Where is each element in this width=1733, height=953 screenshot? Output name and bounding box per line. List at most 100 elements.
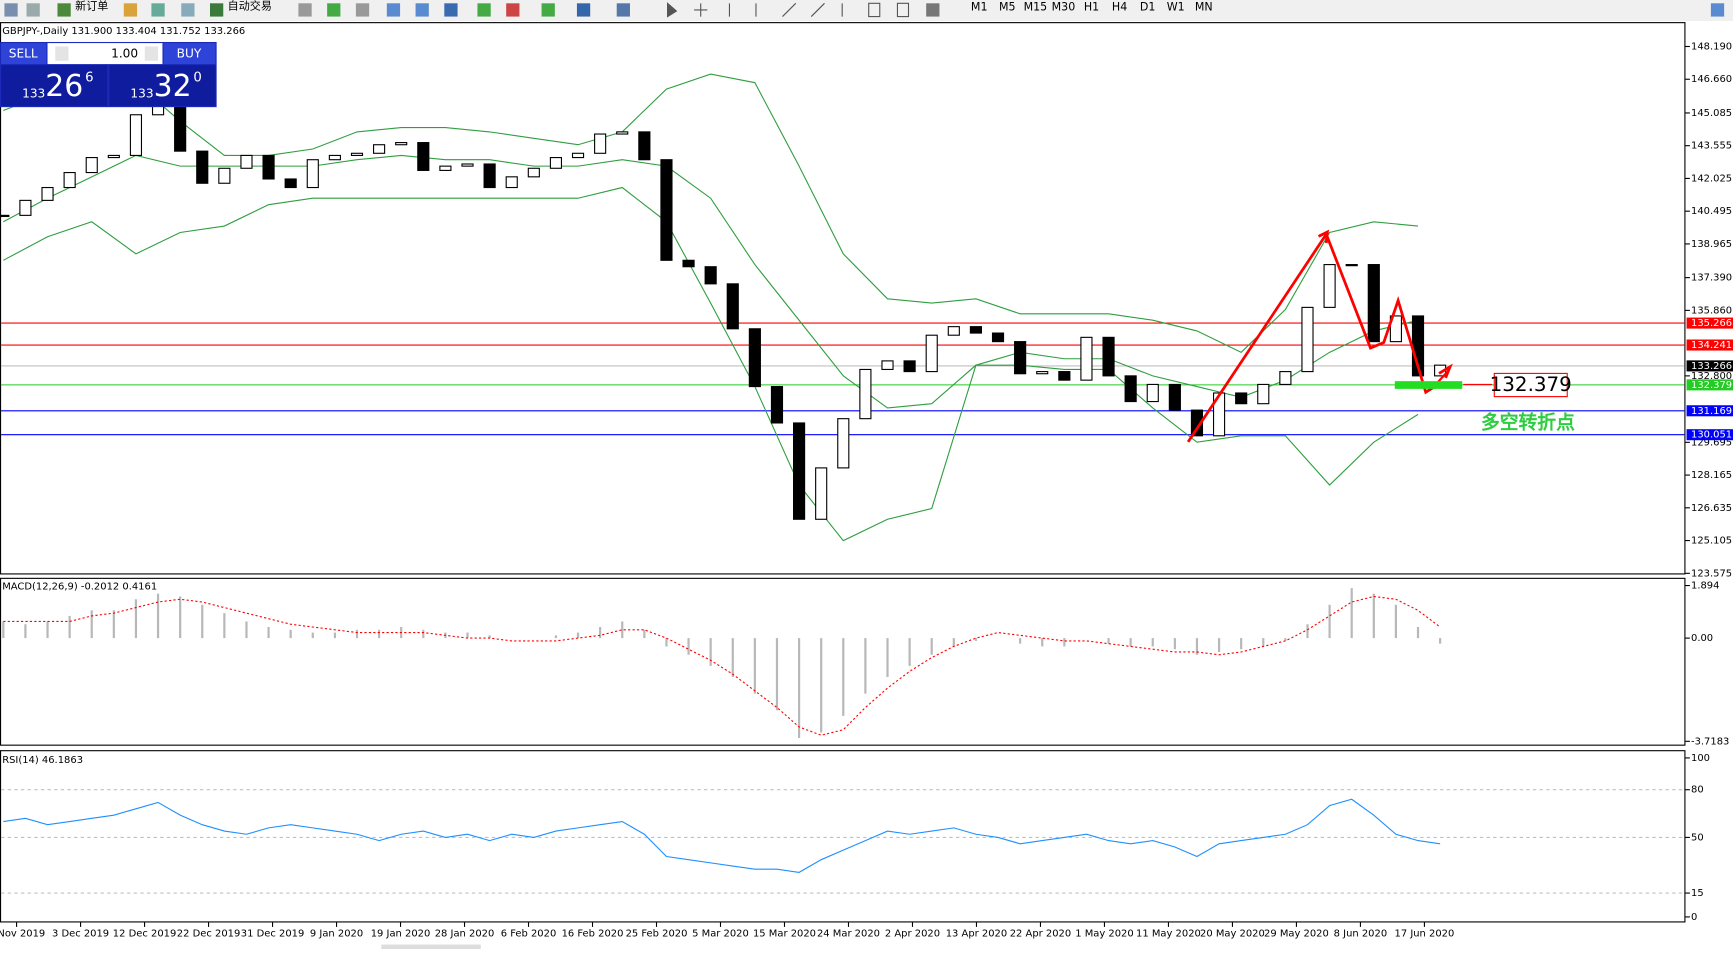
icon[interactable] xyxy=(896,2,910,18)
auto-trading-icon[interactable] xyxy=(209,3,224,17)
ask-box[interactable] xyxy=(109,65,216,107)
icon[interactable] xyxy=(415,3,429,17)
macd-signal xyxy=(3,595,1441,736)
rsi-line xyxy=(3,798,1441,873)
lot-input[interactable] xyxy=(47,43,163,65)
icon[interactable] xyxy=(4,3,18,17)
candle xyxy=(505,176,518,189)
auto-trading[interactable]: 自动交易 xyxy=(228,0,272,13)
candle xyxy=(439,165,452,171)
candle xyxy=(1058,371,1071,381)
icon[interactable] xyxy=(506,3,520,17)
main-panel xyxy=(0,22,1686,575)
timeframe-button[interactable]: M30 xyxy=(1052,1,1076,14)
candle xyxy=(262,154,275,180)
x-tick-label: 2 Apr 2020 xyxy=(885,929,940,940)
sell-label[interactable]: SELL xyxy=(9,47,38,61)
icon[interactable] xyxy=(926,3,940,17)
icon[interactable] xyxy=(541,3,555,17)
timeframe-button[interactable]: D1 xyxy=(1140,1,1156,14)
bid-main[interactable]: 26 xyxy=(45,69,83,104)
timeframe-button[interactable]: MN xyxy=(1195,1,1213,14)
candle xyxy=(306,159,319,189)
candle xyxy=(240,154,253,169)
spin-up[interactable] xyxy=(144,46,159,61)
sell-button[interactable] xyxy=(1,43,47,65)
bollinger-upper xyxy=(3,73,1419,353)
icon[interactable] xyxy=(26,3,40,17)
timeframe-button[interactable]: H4 xyxy=(1112,1,1127,14)
candle xyxy=(660,159,673,261)
candle xyxy=(328,154,341,161)
y-tick-label: 146.660 xyxy=(1691,74,1732,85)
x-tick-label: 8 Jun 2020 xyxy=(1334,929,1387,940)
ask-big[interactable]: 133 xyxy=(130,86,153,100)
ask-small[interactable]: 0 xyxy=(193,70,201,85)
timeframe-button[interactable]: W1 xyxy=(1167,1,1185,14)
y-tick-label: 135.860 xyxy=(1691,305,1732,316)
zone-marker xyxy=(1394,381,1463,389)
y-tick-label: 132.800 xyxy=(1691,371,1732,382)
icon[interactable] xyxy=(355,3,370,17)
bollinger-middle xyxy=(3,154,1419,409)
drawing-tools[interactable] xyxy=(667,2,843,18)
icon[interactable] xyxy=(181,3,195,17)
candle xyxy=(793,422,806,520)
indicator-title: MACD(12,26,9) -0.2012 0.4161 xyxy=(2,582,157,593)
timeframe-button[interactable]: H1 xyxy=(1084,1,1099,14)
x-tick-label: 29 May 2020 xyxy=(1264,929,1329,940)
y-tick-label: 126.635 xyxy=(1691,503,1732,514)
ask-main[interactable]: 32 xyxy=(154,69,192,104)
icon[interactable] xyxy=(576,3,591,17)
candle xyxy=(1080,336,1093,381)
bid-small[interactable]: 6 xyxy=(85,70,93,85)
price-level-label: 133.266 xyxy=(1691,361,1732,372)
icon[interactable] xyxy=(327,3,341,17)
y-tick-label: 140.495 xyxy=(1691,206,1732,217)
callout-text: 132.379 xyxy=(1490,373,1572,396)
annotation: 多空转折点 xyxy=(1481,411,1575,434)
icon[interactable] xyxy=(477,3,491,17)
x-tick-label: 28 Jan 2020 xyxy=(435,929,495,940)
icon[interactable] xyxy=(1710,3,1725,17)
icon[interactable] xyxy=(444,3,458,17)
icon[interactable] xyxy=(123,3,138,17)
candle xyxy=(947,326,960,336)
candle xyxy=(129,114,143,156)
lot-value[interactable]: 1.00 xyxy=(111,47,138,61)
icon[interactable] xyxy=(616,3,630,17)
bid-big[interactable]: 133 xyxy=(22,86,45,100)
buy-label[interactable]: BUY xyxy=(177,47,202,61)
icon[interactable] xyxy=(868,2,881,18)
timeframe-button[interactable]: M5 xyxy=(999,1,1016,14)
candle xyxy=(1279,371,1292,385)
candle xyxy=(1367,264,1380,343)
candle xyxy=(991,332,1005,343)
icon[interactable] xyxy=(151,3,165,17)
bid-box[interactable] xyxy=(1,65,108,107)
one-click-panel: SELL 1.00 BUY 133 26 6 133 32 0 xyxy=(0,41,217,108)
buy-button[interactable] xyxy=(163,43,216,65)
new-order[interactable]: 新订单 xyxy=(75,0,108,13)
y-tick-label: -3.7183 xyxy=(1691,736,1729,747)
timeframe-button[interactable]: M15 xyxy=(1024,1,1048,14)
price-level-label: 132.379 xyxy=(1691,380,1732,391)
candle xyxy=(748,328,761,388)
candle xyxy=(549,157,563,169)
spin-down[interactable] xyxy=(55,46,69,61)
price-level-label: 130.051 xyxy=(1691,430,1732,441)
timeframe-button[interactable]: M1 xyxy=(971,1,988,14)
candle xyxy=(41,186,54,201)
scroll-tab[interactable] xyxy=(381,944,481,949)
price-level-tag xyxy=(1686,405,1733,417)
icon[interactable] xyxy=(298,3,312,17)
candle xyxy=(925,334,938,373)
new-order-icon[interactable] xyxy=(57,3,71,17)
icon[interactable] xyxy=(386,3,401,17)
candle xyxy=(1124,375,1137,403)
candle xyxy=(1235,392,1248,405)
candle xyxy=(726,283,739,330)
candle xyxy=(881,360,894,371)
x-tick-label: 16 Feb 2020 xyxy=(562,929,624,940)
price-level-tag xyxy=(1686,429,1733,441)
